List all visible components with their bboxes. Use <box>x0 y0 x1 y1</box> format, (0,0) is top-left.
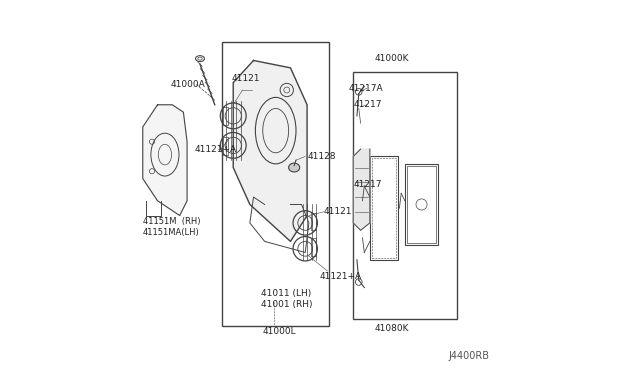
Text: 41000L: 41000L <box>263 327 296 336</box>
Text: 41217: 41217 <box>353 180 382 189</box>
Text: 41080K: 41080K <box>375 324 409 333</box>
Bar <box>311 212 316 230</box>
Text: 41011 (LH): 41011 (LH) <box>261 289 311 298</box>
Text: 41151MA(LH): 41151MA(LH) <box>143 228 200 237</box>
Bar <box>311 238 316 256</box>
Bar <box>223 137 228 155</box>
Bar <box>370 157 397 260</box>
Bar <box>407 166 436 243</box>
Polygon shape <box>233 61 307 241</box>
Text: 41128: 41128 <box>307 152 335 161</box>
Text: 41001 (RH): 41001 (RH) <box>261 300 312 309</box>
Polygon shape <box>353 149 370 230</box>
Bar <box>222 42 329 326</box>
Text: 41000K: 41000K <box>375 54 409 63</box>
Polygon shape <box>143 105 187 215</box>
Text: 41121+A: 41121+A <box>320 272 362 281</box>
Text: 41121: 41121 <box>324 207 352 217</box>
Ellipse shape <box>289 163 300 172</box>
Text: 41217: 41217 <box>353 100 382 109</box>
Text: 41151M  (RH): 41151M (RH) <box>143 217 200 225</box>
Text: 41121+A: 41121+A <box>195 145 237 154</box>
Text: J4400RB: J4400RB <box>449 351 490 361</box>
Bar <box>405 164 438 245</box>
Bar <box>372 158 396 258</box>
Text: 41000A: 41000A <box>170 80 205 89</box>
Bar <box>223 108 228 125</box>
Text: 41121: 41121 <box>232 74 260 83</box>
Text: 41217A: 41217A <box>349 84 383 93</box>
Bar <box>353 71 456 319</box>
